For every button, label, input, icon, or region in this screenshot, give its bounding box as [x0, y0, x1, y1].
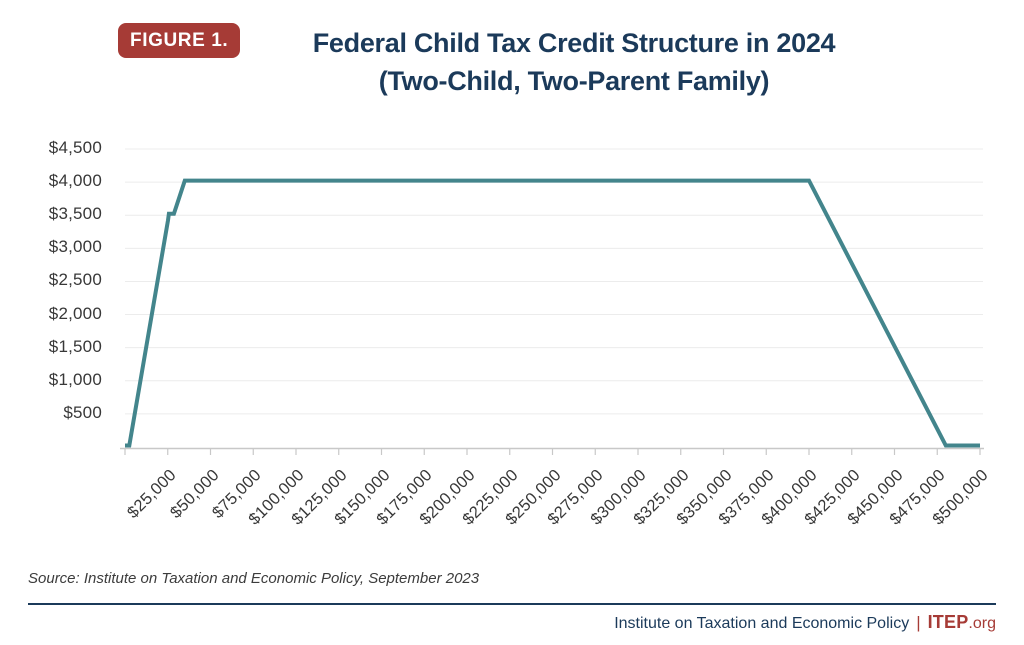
footer-org-name: Institute on Taxation and Economic Polic…: [614, 615, 910, 632]
footer-separator: |: [916, 613, 921, 632]
footer-brand-suffix: .org: [968, 615, 996, 632]
y-tick-label: $3,000: [48, 237, 102, 257]
footer-brand: ITEP: [927, 612, 969, 632]
y-tick-label: $4,000: [48, 171, 102, 191]
source-note: Source: Institute on Taxation and Econom…: [28, 570, 480, 587]
y-tick-label: $1,500: [48, 336, 102, 356]
footer-brand-link[interactable]: ITEP.org: [927, 612, 996, 632]
figure-badge: FIGURE 1.: [118, 23, 241, 58]
y-tick-label: $4,500: [48, 138, 102, 157]
y-tick-label: $500: [63, 402, 102, 422]
y-tick-label: $3,500: [48, 204, 102, 224]
footer: Institute on Taxation and Economic Polic…: [614, 612, 996, 633]
y-tick-label: $1,000: [48, 369, 102, 389]
credit-line: [125, 178, 980, 448]
chart-title: Federal Child Tax Credit Structure in 20…: [238, 24, 910, 100]
chart-title-line2: (Two-Child, Two-Parent Family): [378, 66, 770, 96]
footer-divider: [28, 603, 996, 605]
y-tick-label: $2,000: [48, 303, 102, 323]
chart-title-line1: Federal Child Tax Credit Structure in 20…: [312, 28, 836, 58]
y-tick-label: $2,500: [48, 270, 102, 290]
